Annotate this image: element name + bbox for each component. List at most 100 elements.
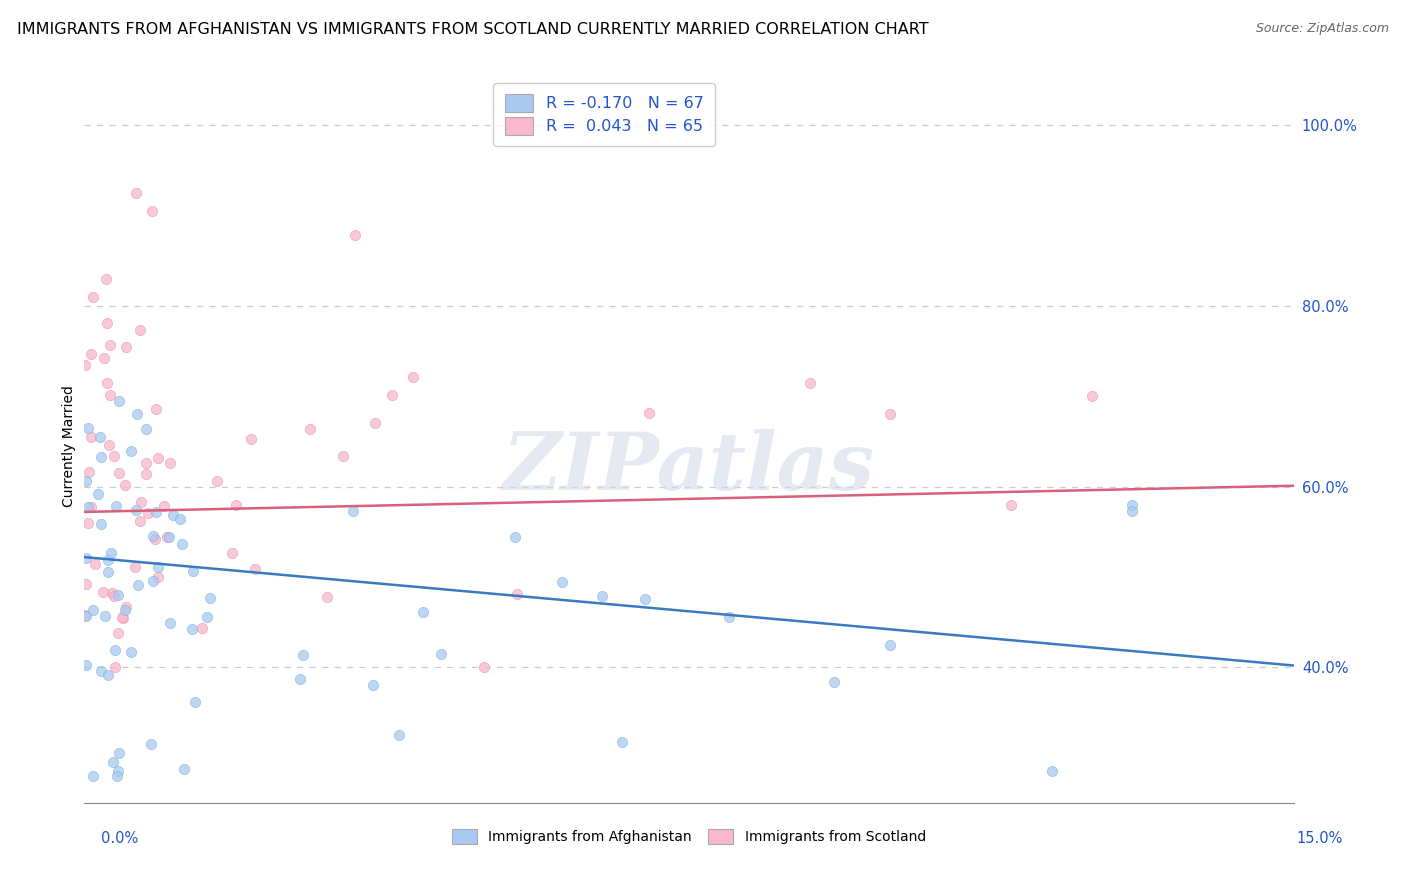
Point: [103, 449, 125, 463]
Point: [184, 695, 207, 709]
Point: [80, 430, 103, 444]
Point: [80, 347, 103, 361]
Point: [142, 529, 165, 543]
Point: [172, 537, 194, 551]
Point: [90, 664, 112, 678]
Point: [191, 621, 214, 635]
Point: [243, 562, 266, 576]
Point: [114, 340, 136, 354]
Point: [169, 512, 191, 526]
Point: [107, 769, 129, 783]
Point: [1081, 389, 1104, 403]
Point: [90, 516, 112, 531]
Point: [127, 578, 149, 592]
Point: [332, 449, 354, 463]
Point: [103, 755, 125, 769]
Point: [141, 204, 163, 219]
Point: [157, 530, 180, 544]
Point: [505, 587, 527, 601]
Point: [125, 503, 148, 517]
Point: [89, 430, 111, 444]
Point: [114, 603, 136, 617]
Point: [343, 227, 366, 242]
Point: [129, 514, 152, 528]
Point: [181, 564, 204, 578]
Point: [98, 388, 121, 402]
Point: [156, 530, 179, 544]
Text: IMMIGRANTS FROM AFGHANISTAN VS IMMIGRANTS FROM SCOTLAND CURRENTLY MARRIED CORREL: IMMIGRANTS FROM AFGHANISTAN VS IMMIGRANT…: [17, 22, 928, 37]
Point: [637, 406, 659, 420]
Point: [111, 610, 134, 624]
Point: [98, 338, 121, 352]
Point: [551, 574, 574, 589]
Point: [114, 478, 136, 492]
Point: [128, 322, 150, 336]
Point: [82, 769, 104, 783]
Point: [87, 487, 110, 501]
Point: [505, 530, 527, 544]
Point: [96, 376, 118, 390]
Point: [342, 504, 364, 518]
Point: [136, 507, 159, 521]
Point: [225, 498, 247, 512]
Point: [145, 401, 167, 416]
Point: [402, 370, 425, 384]
Point: [205, 474, 228, 488]
Point: [104, 660, 127, 674]
Text: 15.0%: 15.0%: [1296, 831, 1343, 846]
Point: [291, 648, 314, 662]
Point: [111, 611, 134, 625]
Point: [120, 645, 142, 659]
Point: [288, 673, 311, 687]
Point: [148, 450, 170, 465]
Point: [823, 675, 845, 690]
Point: [108, 393, 131, 408]
Point: [75, 474, 97, 488]
Point: [73, 608, 96, 623]
Point: [364, 416, 387, 430]
Point: [83, 557, 105, 571]
Point: [152, 500, 174, 514]
Point: [93, 351, 115, 365]
Point: [101, 586, 124, 600]
Point: [145, 505, 167, 519]
Point: [104, 642, 127, 657]
Point: [610, 735, 633, 749]
Point: [139, 737, 162, 751]
Point: [104, 500, 127, 514]
Point: [103, 589, 125, 603]
Point: [77, 516, 100, 531]
Point: [100, 546, 122, 560]
Point: [77, 500, 100, 514]
Point: [125, 408, 148, 422]
Point: [388, 728, 411, 742]
Text: ZIPatlas: ZIPatlas: [503, 429, 875, 506]
Point: [198, 591, 221, 606]
Point: [315, 590, 337, 604]
Point: [142, 574, 165, 589]
Point: [82, 290, 104, 304]
Point: [430, 647, 453, 661]
Point: [879, 407, 901, 421]
Point: [591, 589, 613, 603]
Point: [146, 560, 169, 574]
Point: [799, 376, 821, 390]
Point: [115, 599, 138, 614]
Point: [89, 450, 111, 464]
Point: [75, 550, 97, 565]
Point: [195, 609, 218, 624]
Text: Source: ZipAtlas.com: Source: ZipAtlas.com: [1256, 22, 1389, 36]
Point: [634, 591, 657, 606]
Point: [143, 532, 166, 546]
Point: [240, 433, 263, 447]
Point: [77, 465, 100, 479]
Point: [162, 508, 184, 523]
Point: [148, 570, 170, 584]
Point: [75, 658, 97, 673]
Point: [73, 358, 96, 372]
Point: [1040, 764, 1063, 778]
Point: [80, 500, 103, 515]
Point: [221, 546, 243, 560]
Y-axis label: Currently Married: Currently Married: [62, 385, 76, 507]
Point: [82, 603, 104, 617]
